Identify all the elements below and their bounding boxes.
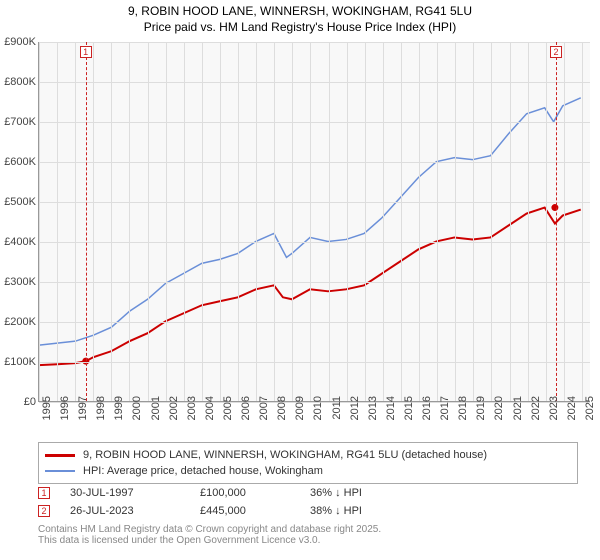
vline-marker: 1 <box>80 46 92 58</box>
xtick-label: 2015 <box>403 396 415 436</box>
legend-row: 9, ROBIN HOOD LANE, WINNERSH, WOKINGHAM,… <box>45 447 571 463</box>
legend-swatch-price <box>45 454 75 457</box>
ytick-label: £400K <box>0 236 36 248</box>
xtick-label: 2018 <box>457 396 469 436</box>
annotation-marker: 2 <box>38 505 50 517</box>
xtick-label: 2007 <box>258 396 270 436</box>
xtick-label: 2003 <box>186 396 198 436</box>
xtick-label: 2008 <box>276 396 288 436</box>
annotation-marker: 1 <box>38 487 50 499</box>
annotation-date: 30-JUL-1997 <box>70 487 180 499</box>
xtick-label: 2001 <box>150 396 162 436</box>
annotation-table: 1 30-JUL-1997 £100,000 36% ↓ HPI 2 26-JUL-202… <box>38 484 578 520</box>
annotation-price: £445,000 <box>200 505 290 517</box>
ytick-label: £600K <box>0 156 36 168</box>
ytick-label: £200K <box>0 316 36 328</box>
chart-svg <box>39 42 590 401</box>
xtick-label: 1999 <box>113 396 125 436</box>
ytick-label: £100K <box>0 356 36 368</box>
attribution: Contains HM Land Registry data © Crown c… <box>38 524 578 546</box>
xtick-label: 2004 <box>204 396 216 436</box>
xtick-label: 2002 <box>168 396 180 436</box>
annotation-pct: 36% ↓ HPI <box>310 487 430 499</box>
ytick-label: £800K <box>0 76 36 88</box>
xtick-label: 2016 <box>421 396 433 436</box>
ytick-label: £0 <box>0 396 36 408</box>
annotation-pct: 38% ↓ HPI <box>310 505 430 517</box>
xtick-label: 2011 <box>331 396 343 436</box>
xtick-label: 2000 <box>131 396 143 436</box>
xtick-label: 1996 <box>59 396 71 436</box>
chart-title-block: 9, ROBIN HOOD LANE, WINNERSH, WOKINGHAM,… <box>0 0 600 41</box>
annotation-row: 2 26-JUL-2023 £445,000 38% ↓ HPI <box>38 502 578 520</box>
xtick-label: 2025 <box>584 396 596 436</box>
xtick-label: 1997 <box>77 396 89 436</box>
legend: 9, ROBIN HOOD LANE, WINNERSH, WOKINGHAM,… <box>38 442 578 484</box>
ytick-label: £500K <box>0 196 36 208</box>
xtick-label: 2014 <box>385 396 397 436</box>
xtick-label: 2009 <box>294 396 306 436</box>
xtick-label: 2023 <box>548 396 560 436</box>
ytick-label: £700K <box>0 116 36 128</box>
legend-row: HPI: Average price, detached house, Woki… <box>45 463 571 479</box>
attribution-line1: Contains HM Land Registry data © Crown c… <box>38 524 578 535</box>
legend-swatch-hpi <box>45 470 75 472</box>
legend-label-price: 9, ROBIN HOOD LANE, WINNERSH, WOKINGHAM,… <box>83 449 487 461</box>
xtick-label: 2019 <box>475 396 487 436</box>
xtick-label: 2021 <box>512 396 524 436</box>
annotation-date: 26-JUL-2023 <box>70 505 180 517</box>
ytick-label: £300K <box>0 276 36 288</box>
xtick-label: 2022 <box>530 396 542 436</box>
plot-area: 12 <box>38 42 590 402</box>
xtick-label: 2010 <box>312 396 324 436</box>
xtick-label: 2005 <box>222 396 234 436</box>
xtick-label: 2013 <box>367 396 379 436</box>
chart-container: 9, ROBIN HOOD LANE, WINNERSH, WOKINGHAM,… <box>0 0 600 560</box>
xtick-label: 2024 <box>566 396 578 436</box>
title-line1: 9, ROBIN HOOD LANE, WINNERSH, WOKINGHAM,… <box>0 4 600 20</box>
xtick-label: 1995 <box>41 396 53 436</box>
xtick-label: 2006 <box>240 396 252 436</box>
ytick-label: £900K <box>0 36 36 48</box>
xtick-label: 2012 <box>349 396 361 436</box>
xtick-label: 2017 <box>439 396 451 436</box>
data-marker <box>551 204 558 211</box>
attribution-line2: This data is licensed under the Open Gov… <box>38 535 578 546</box>
legend-label-hpi: HPI: Average price, detached house, Woki… <box>83 465 323 477</box>
annotation-row: 1 30-JUL-1997 £100,000 36% ↓ HPI <box>38 484 578 502</box>
vline-marker: 2 <box>550 46 562 58</box>
xtick-label: 2020 <box>493 396 505 436</box>
title-line2: Price paid vs. HM Land Registry's House … <box>0 20 600 36</box>
annotation-price: £100,000 <box>200 487 290 499</box>
xtick-label: 1998 <box>95 396 107 436</box>
